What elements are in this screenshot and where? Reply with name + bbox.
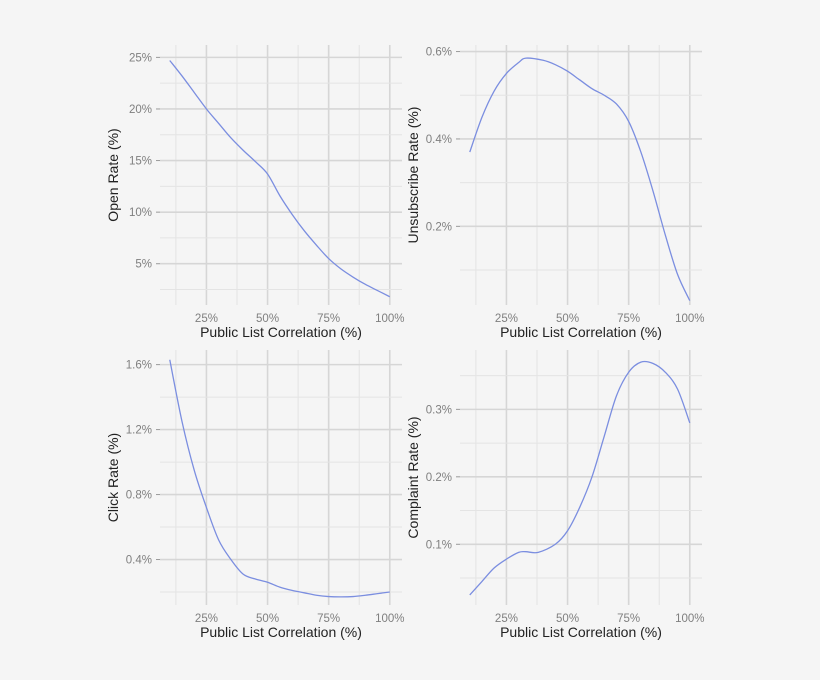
x-tick-label: 75%	[617, 313, 640, 325]
x-tick-label: 50%	[556, 313, 579, 325]
click-rate-panel: 25% 50% 75% 100% 0.4% 0.8% 1.2% 1.6% Public List…	[105, 350, 404, 640]
y-axis-title: Unsubscribe Rate (%)	[405, 107, 421, 244]
x-tick-label: 75%	[617, 613, 640, 625]
y-tick-label: 0.1%	[426, 539, 452, 551]
y-tick-label: 1.2%	[126, 425, 152, 437]
x-axis-title: Public List Correlation (%)	[200, 624, 362, 640]
y-tick-label: 10%	[129, 207, 152, 219]
x-tick-label: 50%	[556, 613, 579, 625]
y-axis-title: Complaint Rate (%)	[405, 416, 421, 538]
x-tick-label: 25%	[195, 613, 218, 625]
y-tick-label: 0.4%	[126, 555, 152, 567]
y-tick-label: 1.6%	[126, 360, 152, 372]
x-tick-label: 50%	[256, 613, 279, 625]
y-tick-label: 20%	[129, 104, 152, 116]
y-tick-label: 0.8%	[126, 490, 152, 502]
x-axis-title: Public List Correlation (%)	[500, 624, 662, 640]
x-tick-label: 100%	[675, 313, 704, 325]
y-tick-label: 0.3%	[426, 404, 452, 416]
x-tick-label: 50%	[256, 313, 279, 325]
y-axis-title: Click Rate (%)	[105, 433, 121, 522]
complaint-rate-line	[469, 360, 691, 596]
x-tick-label: 75%	[317, 313, 340, 325]
x-tick-label: 100%	[675, 613, 704, 625]
x-tick-label: 100%	[375, 313, 404, 325]
complaint-rate-panel: 25% 50% 75% 100% 0.1% 0.2% 0.3% Public List Cor…	[405, 350, 704, 640]
x-tick-label: 25%	[195, 313, 218, 325]
open-rate-line	[169, 60, 391, 298]
open-rate-panel: 25% 50% 75% 100%5%10%15%20%25%Public List C…	[105, 45, 404, 340]
click-rate-line	[169, 359, 390, 598]
y-tick-label: 15%	[129, 156, 152, 168]
x-tick-label: 25%	[495, 313, 518, 325]
x-axis-title: Public List Correlation (%)	[200, 324, 362, 340]
y-tick-label: 0.6%	[426, 47, 452, 59]
x-axis-title: Public List Correlation (%)	[500, 324, 662, 340]
x-tick-label: 75%	[317, 613, 340, 625]
y-tick-label: 25%	[129, 52, 152, 64]
y-tick-label: 0.2%	[426, 472, 452, 484]
y-axis-title: Open Rate (%)	[105, 128, 121, 221]
unsubscribe-rate-panel: 25% 50% 75% 100% 0.2% 0.4% 0.6% Public List Cor…	[405, 45, 704, 340]
x-tick-label: 100%	[375, 613, 404, 625]
y-tick-label: 5%	[135, 259, 152, 271]
unsubscribe-rate-line	[469, 57, 691, 301]
y-tick-label: 0.2%	[426, 221, 452, 233]
y-tick-label: 0.4%	[426, 134, 452, 146]
x-tick-label: 25%	[495, 613, 518, 625]
